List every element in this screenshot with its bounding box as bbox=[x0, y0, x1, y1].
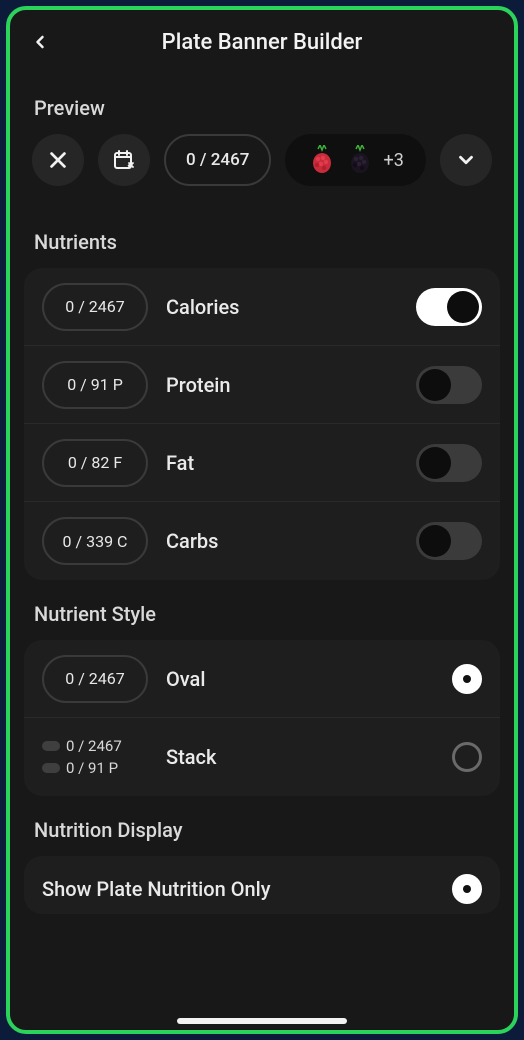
style-radio-stack[interactable] bbox=[452, 742, 482, 772]
toggle-knob bbox=[447, 291, 479, 323]
style-label: Stack bbox=[166, 745, 434, 769]
style-row-stack[interactable]: 0 / 2467 0 / 91 P Stack bbox=[24, 718, 500, 796]
chevron-down-icon bbox=[455, 149, 477, 171]
nutrient-toggle-carbs[interactable] bbox=[416, 522, 482, 560]
nutrient-badge: 0 / 2467 bbox=[42, 283, 148, 331]
stack-line: 0 / 2467 bbox=[42, 737, 148, 755]
stack-dot-icon bbox=[42, 741, 60, 751]
nutrient-badge: 0 / 339 C bbox=[42, 517, 148, 565]
style-oval-preview: 0 / 2467 bbox=[42, 655, 148, 703]
nutrition-display-card: Show Plate Nutrition Only bbox=[24, 856, 500, 914]
style-row-oval[interactable]: 0 / 2467 Oval bbox=[24, 640, 500, 718]
nutrient-toggle-calories[interactable] bbox=[416, 288, 482, 326]
stack-line-text: 0 / 91 P bbox=[66, 759, 118, 777]
stack-dot-icon bbox=[42, 763, 60, 773]
edit-date-button[interactable] bbox=[98, 134, 150, 186]
raspberry-icon bbox=[308, 146, 336, 174]
nutrient-label: Calories bbox=[166, 295, 398, 319]
style-label: Oval bbox=[166, 667, 434, 691]
nutrients-card: 0 / 2467 Calories 0 / 91 P Protein 0 / 8… bbox=[24, 268, 500, 580]
nutrient-style-section-label: Nutrient Style bbox=[10, 580, 514, 640]
nutrient-label: Fat bbox=[166, 451, 398, 475]
toggle-knob bbox=[419, 525, 451, 557]
preview-counter-pill[interactable]: 0 / 2467 bbox=[164, 134, 271, 186]
device-frame: Plate Banner Builder Preview 0 / 2467 bbox=[6, 6, 518, 1034]
stack-line: 0 / 91 P bbox=[42, 759, 148, 777]
header: Plate Banner Builder bbox=[10, 10, 514, 74]
nd-radio-plate-only[interactable] bbox=[452, 874, 482, 904]
style-stack-preview: 0 / 2467 0 / 91 P bbox=[42, 737, 148, 777]
close-button[interactable] bbox=[32, 134, 84, 186]
nutrient-badge: 0 / 91 P bbox=[42, 361, 148, 409]
chevron-left-icon bbox=[30, 32, 50, 52]
nutrients-section-label: Nutrients bbox=[10, 208, 514, 268]
nutrient-row-fat: 0 / 82 F Fat bbox=[24, 424, 500, 502]
nutrient-badge: 0 / 82 F bbox=[42, 439, 148, 487]
preview-row: 0 / 2467 bbox=[10, 134, 514, 208]
nutrient-toggle-protein[interactable] bbox=[416, 366, 482, 404]
style-radio-oval[interactable] bbox=[452, 664, 482, 694]
preview-section-label: Preview bbox=[10, 74, 514, 134]
nutrition-display-section-label: Nutrition Display bbox=[10, 796, 514, 856]
nd-row-plate-only[interactable]: Show Plate Nutrition Only bbox=[24, 856, 500, 914]
stack-line-text: 0 / 2467 bbox=[66, 737, 122, 755]
nd-label: Show Plate Nutrition Only bbox=[42, 877, 438, 901]
nutrient-style-card: 0 / 2467 Oval 0 / 2467 0 / 91 P Stack bbox=[24, 640, 500, 796]
nutrient-label: Protein bbox=[166, 373, 398, 397]
toggle-knob bbox=[419, 447, 451, 479]
back-button[interactable] bbox=[22, 24, 58, 60]
preview-overflow-count: +3 bbox=[384, 150, 404, 171]
nutrient-row-protein: 0 / 91 P Protein bbox=[24, 346, 500, 424]
nutrient-row-calories: 0 / 2467 Calories bbox=[24, 268, 500, 346]
nutrient-row-carbs: 0 / 339 C Carbs bbox=[24, 502, 500, 580]
expand-button[interactable] bbox=[440, 134, 492, 186]
toggle-knob bbox=[419, 369, 451, 401]
nutrient-toggle-fat[interactable] bbox=[416, 444, 482, 482]
screen: Plate Banner Builder Preview 0 / 2467 bbox=[10, 10, 514, 1030]
close-icon bbox=[47, 149, 69, 171]
nutrient-label: Carbs bbox=[166, 529, 398, 553]
blackberry-icon bbox=[346, 146, 374, 174]
home-indicator[interactable] bbox=[177, 1018, 347, 1024]
calendar-edit-icon bbox=[112, 148, 136, 172]
preview-items-pill[interactable]: +3 bbox=[285, 134, 426, 186]
page-title: Plate Banner Builder bbox=[10, 30, 514, 55]
